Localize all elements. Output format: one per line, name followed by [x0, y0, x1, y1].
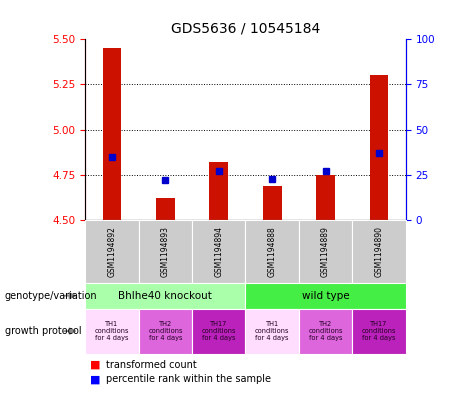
- Bar: [370, 75, 388, 220]
- Text: GSM1194893: GSM1194893: [161, 226, 170, 277]
- Bar: [85, 309, 139, 354]
- Text: Bhlhe40 knockout: Bhlhe40 knockout: [118, 291, 213, 301]
- Text: TH17
conditions
for 4 days: TH17 conditions for 4 days: [362, 321, 396, 341]
- Text: TH1
conditions
for 4 days: TH1 conditions for 4 days: [255, 321, 290, 341]
- Bar: [246, 309, 299, 354]
- Bar: [246, 283, 406, 309]
- Bar: [246, 220, 299, 283]
- Bar: [263, 186, 282, 220]
- Text: ■: ■: [90, 374, 100, 384]
- Text: GSM1194894: GSM1194894: [214, 226, 223, 277]
- Text: TH2
conditions
for 4 days: TH2 conditions for 4 days: [308, 321, 343, 341]
- Text: GSM1194892: GSM1194892: [107, 226, 117, 277]
- Bar: [352, 220, 406, 283]
- Bar: [192, 309, 245, 354]
- Text: GSM1194888: GSM1194888: [268, 226, 277, 277]
- Text: TH2
conditions
for 4 days: TH2 conditions for 4 days: [148, 321, 183, 341]
- Bar: [316, 175, 335, 220]
- Text: ■: ■: [90, 360, 100, 370]
- Text: genotype/variation: genotype/variation: [5, 291, 97, 301]
- Text: growth protocol: growth protocol: [5, 326, 81, 336]
- Bar: [352, 309, 406, 354]
- Text: wild type: wild type: [302, 291, 349, 301]
- Title: GDS5636 / 10545184: GDS5636 / 10545184: [171, 21, 320, 35]
- Text: GSM1194889: GSM1194889: [321, 226, 330, 277]
- Bar: [139, 309, 192, 354]
- Text: TH1
conditions
for 4 days: TH1 conditions for 4 days: [95, 321, 129, 341]
- Bar: [299, 309, 352, 354]
- Bar: [209, 162, 228, 220]
- Bar: [139, 220, 192, 283]
- Bar: [299, 220, 352, 283]
- Text: transformed count: transformed count: [106, 360, 197, 370]
- Text: percentile rank within the sample: percentile rank within the sample: [106, 374, 271, 384]
- Bar: [156, 198, 175, 220]
- Text: GSM1194890: GSM1194890: [374, 226, 384, 277]
- Bar: [103, 48, 121, 220]
- Text: TH17
conditions
for 4 days: TH17 conditions for 4 days: [201, 321, 236, 341]
- Bar: [192, 220, 245, 283]
- Bar: [85, 220, 139, 283]
- Bar: [85, 283, 246, 309]
